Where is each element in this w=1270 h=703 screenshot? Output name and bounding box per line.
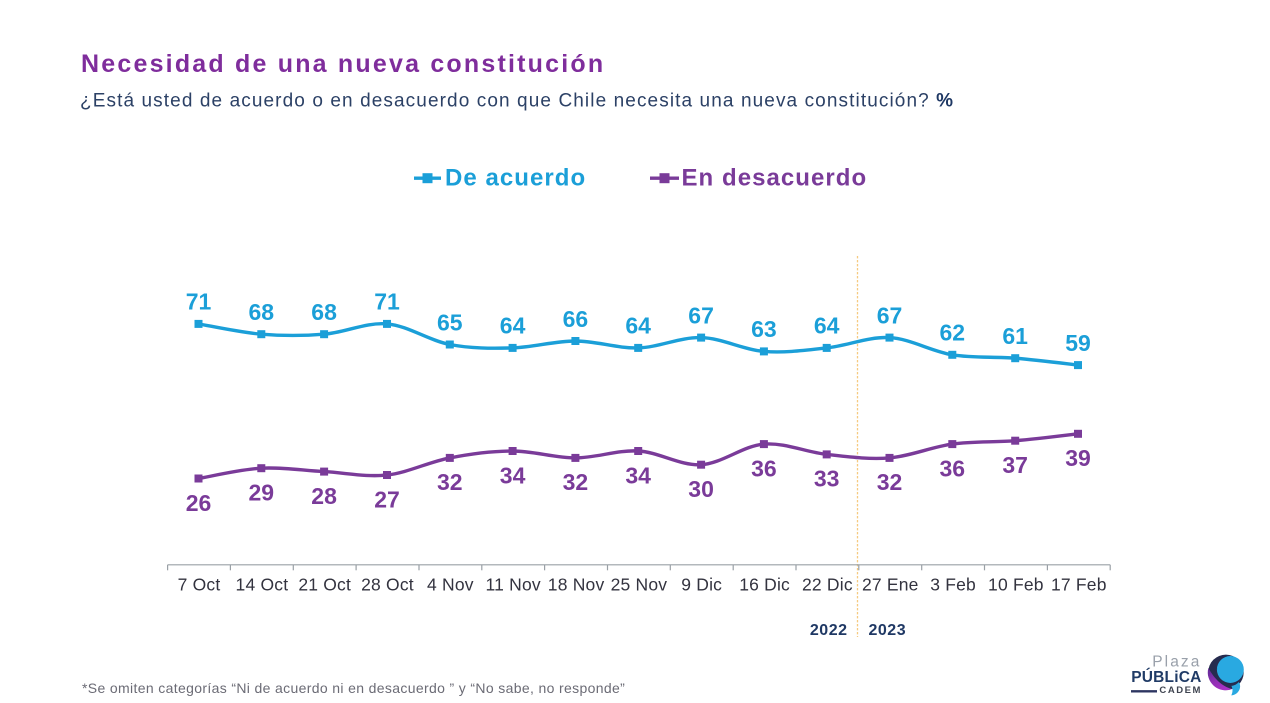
svg-text:PÚBLiCA: PÚBLiCA xyxy=(1131,668,1201,686)
svg-text:*Se omiten categorías “Ni de a: *Se omiten categorías “Ni de acuerdo ni … xyxy=(82,680,625,696)
svg-text:2022: 2022 xyxy=(810,622,848,639)
svg-text:9 Dic: 9 Dic xyxy=(681,575,722,595)
svg-text:36: 36 xyxy=(751,455,777,481)
svg-text:71: 71 xyxy=(186,289,212,315)
svg-text:59: 59 xyxy=(1065,330,1091,356)
svg-text:68: 68 xyxy=(311,299,337,325)
svg-text:68: 68 xyxy=(249,299,275,325)
svg-text:61: 61 xyxy=(1002,323,1028,349)
svg-text:34: 34 xyxy=(500,462,526,488)
svg-text:De acuerdo: De acuerdo xyxy=(445,165,586,192)
svg-text:2023: 2023 xyxy=(869,622,907,639)
svg-text:65: 65 xyxy=(437,309,463,335)
svg-text:CADEM: CADEM xyxy=(1159,685,1202,696)
svg-text:28: 28 xyxy=(311,483,337,509)
svg-text:39: 39 xyxy=(1065,445,1091,471)
svg-text:17 Feb: 17 Feb xyxy=(1051,575,1107,595)
svg-text:Plaza: Plaza xyxy=(1152,654,1201,671)
svg-text:36: 36 xyxy=(940,455,966,481)
svg-text:64: 64 xyxy=(814,313,840,339)
svg-text:16 Dic: 16 Dic xyxy=(739,575,790,595)
svg-text:27: 27 xyxy=(374,486,400,512)
svg-text:10 Feb: 10 Feb xyxy=(988,575,1044,595)
svg-text:22 Dic: 22 Dic xyxy=(802,575,853,595)
svg-text:7 Oct: 7 Oct xyxy=(178,575,221,595)
svg-text:34: 34 xyxy=(625,462,651,488)
svg-text:63: 63 xyxy=(751,316,777,342)
svg-text:67: 67 xyxy=(877,302,903,328)
svg-text:Necesidad de una nueva constit: Necesidad de una nueva constitución xyxy=(81,50,605,78)
svg-text:11 Nov: 11 Nov xyxy=(486,575,541,595)
svg-text:64: 64 xyxy=(625,313,651,339)
svg-text:25 Nov: 25 Nov xyxy=(611,575,668,595)
svg-text:30: 30 xyxy=(688,476,714,502)
svg-text:66: 66 xyxy=(563,306,589,332)
svg-text:21 Oct: 21 Oct xyxy=(298,575,351,595)
svg-text:3 Feb: 3 Feb xyxy=(930,575,976,595)
svg-text:67: 67 xyxy=(688,302,714,328)
svg-text:32: 32 xyxy=(437,469,463,495)
svg-text:33: 33 xyxy=(814,466,840,492)
svg-text:27 Ene: 27 Ene xyxy=(862,575,919,595)
svg-text:26: 26 xyxy=(186,490,212,516)
svg-text:32: 32 xyxy=(563,469,589,495)
svg-text:32: 32 xyxy=(877,469,903,495)
svg-text:4 Nov: 4 Nov xyxy=(427,575,474,595)
svg-text:28 Oct: 28 Oct xyxy=(361,575,414,595)
svg-text:62: 62 xyxy=(940,320,966,346)
svg-text:14 Oct: 14 Oct xyxy=(236,575,289,595)
svg-text:En desacuerdo: En desacuerdo xyxy=(682,165,868,192)
svg-text:37: 37 xyxy=(1002,452,1028,478)
svg-text:18 Nov: 18 Nov xyxy=(548,575,605,595)
svg-text:71: 71 xyxy=(374,289,400,315)
svg-text:29: 29 xyxy=(249,480,275,506)
svg-text:¿Está usted de acuerdo o en de: ¿Está usted de acuerdo o en desacuerdo c… xyxy=(80,91,954,112)
svg-text:64: 64 xyxy=(500,313,526,339)
